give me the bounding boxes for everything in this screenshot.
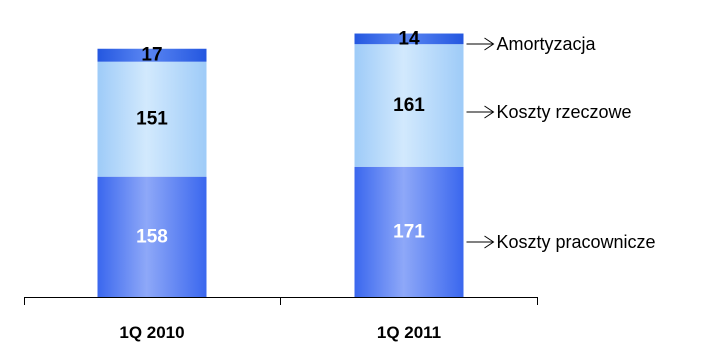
x-tick-label-1q-2010: 1Q 2010 xyxy=(119,323,184,342)
legend-item-amortyzacja: Amortyzacja xyxy=(466,34,597,54)
bar-koszty-rzeczowe-1q-2011 xyxy=(354,44,464,167)
legend-label-koszty-pracownicze: Koszty pracownicze xyxy=(497,232,656,252)
data-label-koszty-rzeczowe-1q-2011: 161 xyxy=(393,95,425,116)
legend-label-koszty-rzeczowe: Koszty rzeczowe xyxy=(497,102,632,122)
data-label-koszty-pracownicze-1q-2010: 158 xyxy=(136,226,168,247)
legend-item-koszty-rzeczowe: Koszty rzeczowe xyxy=(466,102,632,122)
data-label-koszty-rzeczowe-1q-2010: 151 xyxy=(136,109,168,130)
x-tick-label-1q-2011: 1Q 2011 xyxy=(377,323,441,342)
data-label-amortyzacja-1q-2011: 14 xyxy=(398,28,420,49)
bar-koszty-rzeczowe-1q-2010 xyxy=(97,61,207,177)
legend: Koszty pracownicze Koszty rzeczowe Amortyz… xyxy=(466,34,656,252)
bar-amortyzacja-1q-2011 xyxy=(354,33,464,45)
data-label-amortyzacja-1q-2010: 17 xyxy=(141,45,162,66)
bars xyxy=(97,33,464,297)
legend-item-koszty-pracownicze: Koszty pracownicze xyxy=(466,232,656,252)
bar-amortyzacja-1q-2010 xyxy=(97,48,207,62)
legend-arrow-head xyxy=(484,37,495,51)
bar-koszty-pracownicze-1q-2010 xyxy=(97,176,207,297)
bar-koszty-pracownicze-1q-2011 xyxy=(354,166,464,297)
x-axis: 1Q 2010 1Q 2011 xyxy=(24,297,538,342)
legend-arrow-head xyxy=(484,105,495,119)
legend-label-amortyzacja: Amortyzacja xyxy=(497,34,597,54)
legend-arrow-head xyxy=(484,235,495,249)
data-labels: 158 151 17 171 161 14 xyxy=(136,28,425,247)
data-label-koszty-pracownicze-1q-2011: 171 xyxy=(393,221,425,242)
